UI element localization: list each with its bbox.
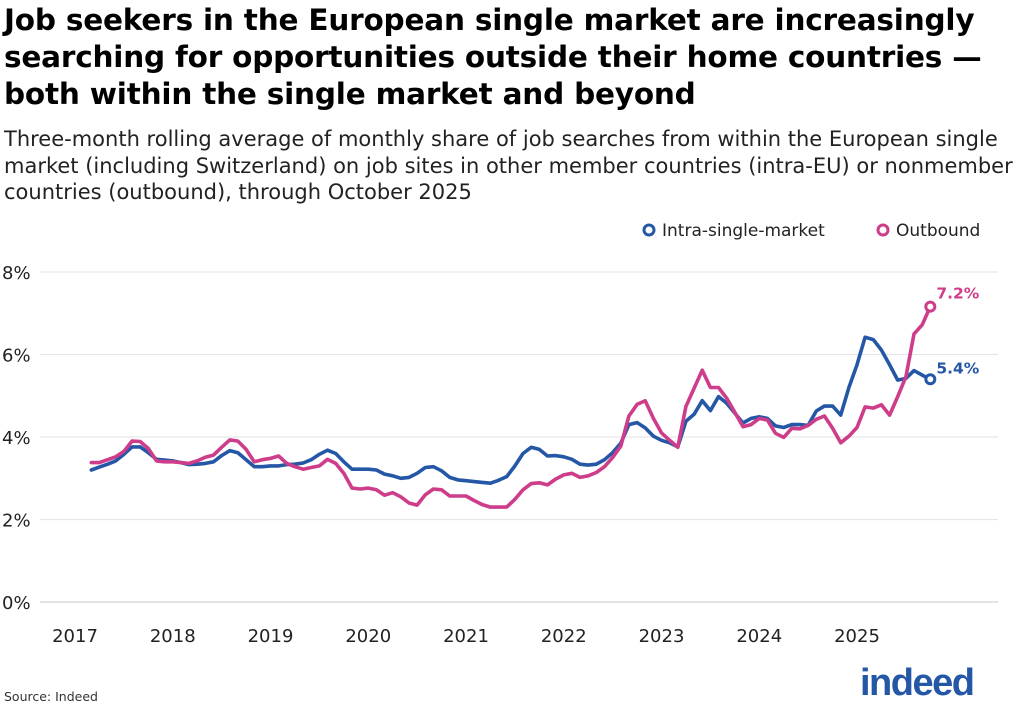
- end-value-label: 5.4%: [936, 359, 979, 377]
- x-tick-label: 2025: [834, 626, 880, 647]
- y-axis-ticks: 0% 2% 4% 6% 8%: [2, 263, 31, 614]
- chart-title: Job seekers in the European single marke…: [4, 3, 982, 111]
- source-note: Source: Indeed: [4, 689, 98, 704]
- end-marker: [924, 300, 937, 313]
- series-lines: 5.4% 7.2%: [89, 285, 980, 509]
- indeed-logo: indeed: [860, 662, 975, 705]
- x-tick-label: 2021: [443, 626, 489, 647]
- y-tick-label: 8%: [2, 263, 31, 284]
- gridlines: [40, 271, 998, 603]
- end-value-label: 7.2%: [936, 285, 979, 303]
- end-marker: [924, 373, 937, 386]
- legend: Intra-single-market Outbound: [642, 221, 980, 241]
- series-line-outbound: [89, 304, 933, 509]
- logo-text: indeed: [860, 662, 975, 704]
- series-line-intra-single-market: [89, 335, 933, 486]
- chart-subtitle: Three-month rolling average of monthly s…: [4, 127, 1013, 204]
- legend-label: Outbound: [896, 221, 980, 241]
- legend-label: Intra-single-market: [662, 221, 825, 241]
- y-tick-label: 0%: [2, 593, 31, 614]
- x-tick-label: 2023: [639, 626, 685, 647]
- y-tick-label: 2%: [2, 511, 31, 532]
- y-tick-label: 6%: [2, 346, 31, 367]
- x-axis-ticks: 2017 2018 2019 2020 2021 2022 2023 2024 2025: [52, 626, 880, 647]
- y-tick-label: 4%: [2, 428, 31, 449]
- x-tick-label: 2017: [52, 626, 98, 647]
- x-tick-label: 2018: [150, 626, 196, 647]
- x-tick-label: 2019: [248, 626, 294, 647]
- x-tick-label: 2020: [345, 626, 391, 647]
- legend-marker-outbound: [876, 223, 890, 237]
- x-tick-label: 2022: [541, 626, 587, 647]
- legend-marker-intra-single-market: [642, 223, 656, 237]
- x-tick-label: 2024: [736, 626, 782, 647]
